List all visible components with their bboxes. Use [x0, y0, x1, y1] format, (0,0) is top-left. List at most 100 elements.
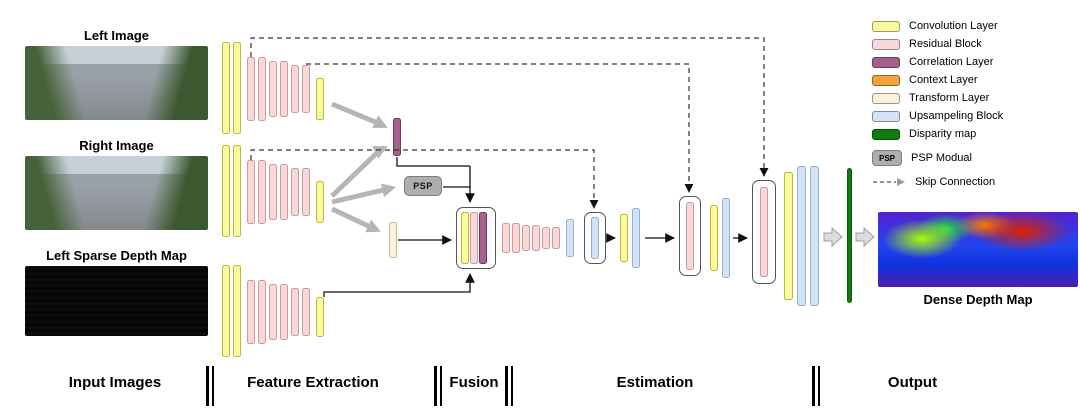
residual-block-bar	[280, 164, 288, 220]
residual-block-bar	[258, 160, 266, 224]
section-separator	[434, 366, 443, 406]
estimation-skip-box	[679, 196, 701, 276]
residual-block-bar	[258, 57, 266, 121]
estimation-skip-box	[752, 180, 776, 284]
residual-block-bar	[291, 65, 299, 113]
convolution-layer-bar	[316, 78, 324, 120]
legend-item-skip-connection: Skip Connection	[872, 176, 1003, 188]
disparity-map-swatch	[872, 128, 900, 140]
legend-label: PSP Modual	[911, 152, 972, 164]
left-image-label: Left Image	[83, 28, 149, 43]
residual-block-swatch	[872, 38, 900, 50]
dense-depth-map-label: Dense Depth Map	[923, 292, 1033, 307]
residual-block-bar	[247, 160, 255, 224]
residual-block-bar	[522, 225, 530, 251]
legend-item-psp: PSP PSP Modual	[872, 150, 1003, 166]
residual-block-bar	[280, 61, 288, 117]
upsampling-block-bar	[810, 166, 819, 306]
residual-block-bar	[532, 225, 540, 251]
legend-item-correlation: Correlation Layer	[872, 56, 1003, 68]
convolution-layer-bar	[461, 212, 469, 264]
residual-block-bar	[302, 168, 310, 216]
section-separator	[206, 366, 215, 406]
legend-label: Skip Connection	[915, 176, 996, 188]
feature-to-fusion-arrows	[330, 101, 397, 233]
convolution-layer-bar	[222, 265, 230, 357]
legend-label: Context Layer	[909, 74, 978, 86]
correlation-layer-bar	[393, 118, 401, 156]
legend-item-transform: Transform Layer	[872, 92, 1003, 104]
section-label-fusion: Fusion	[449, 374, 499, 391]
sparse-depth-map-thumbnail	[25, 266, 208, 336]
right-image-thumbnail	[25, 156, 208, 230]
convolution-layer-bar	[233, 145, 241, 237]
legend-label: Correlation Layer	[909, 56, 994, 68]
psp-module-box: PSP	[404, 176, 442, 196]
transform-layer-bar	[389, 222, 397, 258]
section-label-output: Output	[887, 374, 938, 391]
upsampling-block-bar	[566, 219, 574, 257]
context-layer-swatch	[872, 74, 900, 86]
skip-connection-lines	[250, 37, 769, 209]
legend-label: Convolution Layer	[909, 20, 998, 32]
convolution-layer-bar	[233, 42, 241, 134]
legend-item-disparity: Disparity map	[872, 128, 1003, 140]
left-image-thumbnail	[25, 46, 208, 120]
legend-label: Upsampeling Block	[909, 110, 1004, 122]
legend-item-residual: Residual Block	[872, 38, 1003, 50]
legend-item-context: Context Layer	[872, 74, 1003, 86]
residual-block-bar	[247, 57, 255, 121]
transform-layer-swatch	[872, 92, 900, 104]
upsampling-block-bar	[797, 166, 806, 306]
residual-block-bar	[760, 187, 768, 277]
right-image-label: Right Image	[79, 138, 154, 153]
legend: Convolution Layer Residual Block Correla…	[872, 20, 1003, 188]
convolution-layer-bar	[316, 297, 324, 337]
residual-block-bar	[686, 202, 694, 270]
section-separator	[505, 366, 514, 406]
legend-item-upsampling: Upsampeling Block	[872, 110, 1003, 122]
residual-block-bar	[512, 223, 520, 253]
residual-block-bar	[269, 164, 277, 220]
residual-block-bar	[280, 284, 288, 340]
upsampling-block-bar	[722, 198, 730, 278]
convolution-layer-bar	[222, 145, 230, 237]
residual-block-bar	[302, 65, 310, 113]
estimation-skip-box	[584, 212, 606, 264]
residual-block-bar	[291, 168, 299, 216]
convolution-layer-swatch	[872, 20, 900, 32]
section-label-estimation: Estimation	[616, 374, 694, 391]
convolution-layer-bar	[620, 214, 628, 262]
residual-block-bar	[542, 227, 550, 249]
residual-block-bar	[502, 223, 510, 253]
disparity-map-bar	[847, 168, 852, 303]
section-separator	[812, 366, 821, 406]
residual-block-bar	[247, 280, 255, 344]
convolution-layer-bar	[222, 42, 230, 134]
residual-block-bar	[470, 212, 478, 264]
legend-label: Disparity map	[909, 128, 977, 140]
legend-item-convolution: Convolution Layer	[872, 20, 1003, 32]
convolution-layer-bar	[233, 265, 241, 357]
upsampling-block-bar	[632, 208, 640, 268]
upsampling-block-bar	[591, 217, 599, 259]
dense-depth-map-image	[878, 212, 1078, 287]
section-label-input-images: Input Images	[68, 374, 162, 391]
section-label-feature-extraction: Feature Extraction	[247, 374, 379, 391]
psp-module-chip: PSP	[872, 150, 902, 166]
convolution-layer-bar	[710, 205, 718, 271]
residual-block-bar	[291, 288, 299, 336]
skip-connection-arrow-icon	[873, 178, 905, 186]
convolution-layer-bar	[784, 172, 793, 300]
upsampling-block-swatch	[872, 110, 900, 122]
residual-block-bar	[269, 61, 277, 117]
legend-label: Residual Block	[909, 38, 982, 50]
residual-block-bar	[258, 280, 266, 344]
sparse-depth-map-label: Left Sparse Depth Map	[46, 248, 187, 263]
residual-block-bar	[302, 288, 310, 336]
convolution-layer-bar	[316, 181, 324, 223]
residual-block-bar	[269, 284, 277, 340]
correlation-layer-swatch	[872, 56, 900, 68]
residual-block-bar	[552, 227, 560, 249]
